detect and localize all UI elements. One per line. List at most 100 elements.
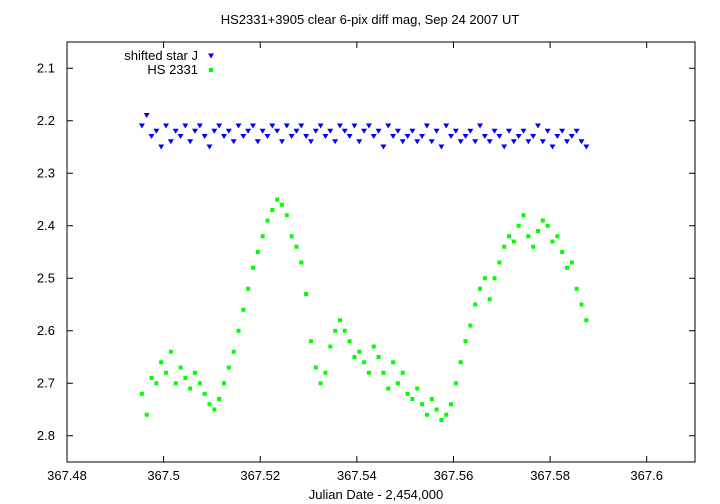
data-point bbox=[385, 123, 392, 129]
data-point bbox=[236, 328, 241, 333]
data-point bbox=[347, 339, 352, 344]
data-point bbox=[380, 144, 387, 150]
data-point bbox=[449, 402, 454, 407]
data-point bbox=[356, 139, 363, 145]
data-point bbox=[346, 134, 353, 139]
data-point bbox=[502, 244, 507, 249]
data-point bbox=[516, 223, 521, 228]
data-point bbox=[197, 381, 202, 386]
data-point bbox=[539, 139, 546, 145]
y-tick-label: 2.4 bbox=[37, 218, 55, 233]
data-point bbox=[550, 239, 555, 244]
data-point bbox=[477, 123, 484, 129]
x-tick-label: 367.56 bbox=[434, 468, 474, 483]
data-point bbox=[554, 134, 561, 139]
data-point bbox=[444, 412, 449, 417]
data-point bbox=[510, 139, 517, 145]
data-point bbox=[415, 386, 420, 391]
data-point bbox=[207, 402, 212, 407]
y-tick-label: 2.2 bbox=[37, 113, 55, 128]
data-point bbox=[481, 134, 488, 139]
data-point bbox=[405, 391, 410, 396]
data-point bbox=[491, 128, 498, 134]
data-point bbox=[250, 265, 255, 270]
data-point bbox=[424, 412, 429, 417]
y-tick-label: 2.8 bbox=[37, 428, 55, 443]
data-point bbox=[371, 344, 376, 349]
data-point bbox=[526, 234, 531, 239]
data-point bbox=[254, 139, 261, 145]
data-point bbox=[240, 134, 247, 139]
data-point bbox=[313, 365, 318, 370]
data-point bbox=[188, 386, 193, 391]
data-point bbox=[322, 134, 329, 139]
data-point bbox=[318, 381, 323, 386]
legend: shifted star JHS 2331 bbox=[124, 48, 214, 77]
data-point bbox=[241, 307, 246, 312]
data-point bbox=[376, 355, 381, 359]
data-point bbox=[515, 134, 522, 139]
data-point bbox=[293, 128, 300, 134]
data-point bbox=[404, 134, 411, 139]
data-point bbox=[438, 144, 445, 150]
series-1 bbox=[139, 197, 589, 422]
data-point bbox=[399, 139, 406, 145]
data-point bbox=[274, 128, 281, 134]
data-point bbox=[525, 139, 532, 145]
data-point bbox=[183, 376, 188, 380]
data-point bbox=[507, 234, 512, 239]
data-point bbox=[278, 139, 285, 145]
y-tick-label: 2.5 bbox=[37, 270, 55, 285]
data-point bbox=[381, 370, 386, 375]
data-point bbox=[178, 365, 183, 370]
data-point bbox=[148, 134, 155, 139]
plot-border bbox=[66, 41, 696, 463]
data-point bbox=[298, 123, 305, 129]
data-point bbox=[395, 381, 400, 386]
data-point bbox=[458, 360, 463, 365]
data-point bbox=[299, 260, 304, 265]
data-point bbox=[434, 407, 439, 412]
data-point bbox=[173, 381, 178, 386]
data-point bbox=[463, 339, 468, 344]
legend-label: shifted star J bbox=[124, 48, 198, 63]
data-point bbox=[544, 128, 551, 134]
x-tick-label: 367.48 bbox=[47, 468, 87, 483]
data-point bbox=[366, 370, 371, 375]
data-point bbox=[365, 123, 372, 129]
data-point bbox=[327, 128, 334, 134]
data-point bbox=[578, 139, 585, 145]
data-point bbox=[472, 139, 479, 145]
data-point bbox=[467, 128, 474, 134]
x-tick-label: 367.54 bbox=[337, 468, 377, 483]
series-layer bbox=[138, 113, 590, 422]
data-point bbox=[231, 349, 236, 354]
data-point bbox=[333, 328, 338, 333]
data-point bbox=[206, 144, 213, 150]
data-point bbox=[569, 260, 574, 265]
data-point bbox=[221, 134, 227, 139]
data-point bbox=[202, 391, 207, 396]
data-point bbox=[212, 407, 217, 412]
data-point bbox=[201, 134, 208, 139]
data-point bbox=[284, 213, 289, 218]
data-point bbox=[260, 234, 265, 239]
data-point bbox=[164, 370, 169, 375]
data-point bbox=[448, 134, 455, 139]
data-point bbox=[307, 139, 314, 145]
data-point bbox=[289, 234, 294, 239]
data-point bbox=[139, 391, 144, 396]
data-point bbox=[568, 134, 575, 139]
data-point bbox=[337, 318, 342, 323]
data-point bbox=[312, 128, 319, 134]
data-point bbox=[564, 265, 569, 270]
data-point bbox=[549, 144, 556, 150]
data-point bbox=[540, 218, 545, 223]
data-point bbox=[172, 128, 179, 134]
data-point bbox=[163, 123, 170, 129]
data-point bbox=[342, 328, 347, 333]
data-point bbox=[583, 144, 590, 150]
data-point bbox=[225, 128, 232, 134]
data-point bbox=[501, 144, 508, 150]
